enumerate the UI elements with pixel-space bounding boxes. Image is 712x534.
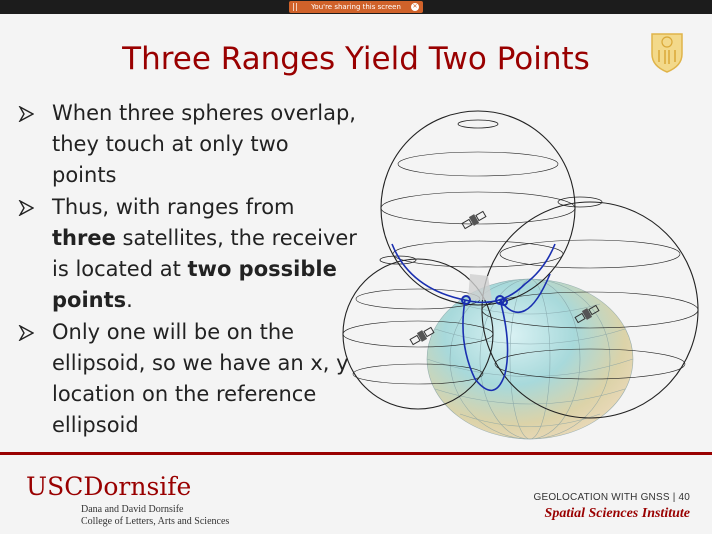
logo-dornsife: Dornsife [83,472,191,501]
course-label: GEOLOCATION WITH GNSS | 40 [533,492,690,503]
bullet-list: When three spheres overlap, they touch a… [18,98,358,442]
bullet-bold: three [52,226,116,250]
slide: Three Ranges Yield Two Points When three… [0,14,712,534]
usc-seal-icon [648,28,686,74]
three-spheres-ellipsoid-diagram [340,104,710,464]
arrow-bullet-icon [18,325,34,341]
bullet-item: Only one will be on the ellipsoid, so we… [18,317,358,441]
satellite-icon [461,210,487,231]
bullet-text: . [126,288,133,312]
usc-dornsife-logo: USCDornsife [26,472,191,502]
logo-usc: USC [26,472,83,501]
drag-handle-icon[interactable] [293,3,297,11]
bullet-text: When three spheres overlap, they touch a… [52,101,356,187]
footer-divider [0,452,712,455]
college-name: Dana and David Dornsife College of Lette… [81,504,229,528]
arrow-bullet-icon [18,200,34,216]
bullet-text: Thus, with ranges from [52,195,295,219]
bullet-item: When three spheres overlap, they touch a… [18,98,358,191]
top-bar: You're sharing this screen ✕ [0,0,712,14]
college-line-1: Dana and David Dornsife [81,504,229,516]
college-line-2: College of Letters, Arts and Sciences [81,516,229,528]
institute-name: Spatial Sciences Institute [545,506,690,522]
screen-share-notice[interactable]: You're sharing this screen ✕ [289,1,423,13]
bullet-item: Thus, with ranges from three satellites,… [18,192,358,316]
bullet-text: Only one will be on the ellipsoid, so we… [52,320,349,437]
screen-share-text: You're sharing this screen [311,3,401,11]
slide-title: Three Ranges Yield Two Points [0,40,712,78]
arrow-bullet-icon [18,106,34,122]
stop-share-icon[interactable]: ✕ [411,3,419,11]
